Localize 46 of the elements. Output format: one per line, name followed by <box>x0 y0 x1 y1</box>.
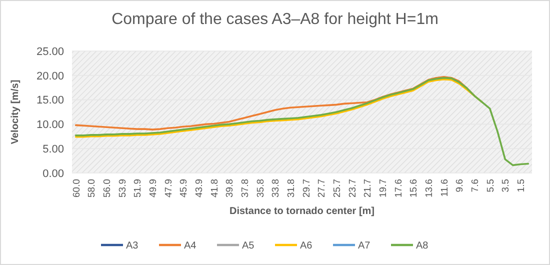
chart-title: Compare of the cases A3–A8 for height H=1m <box>112 11 438 28</box>
legend-label: A8 <box>416 240 429 252</box>
x-tick-label: 41.8 <box>209 179 220 198</box>
line-series <box>74 76 530 166</box>
x-tick-label: 23.7 <box>347 179 358 198</box>
x-tick-label: 37.8 <box>240 179 251 198</box>
x-tick-label: 15.6 <box>408 179 420 198</box>
x-tick-label: 43.9 <box>194 179 205 198</box>
x-tick-label: 58.0 <box>86 179 98 198</box>
x-tick-label: 35.8 <box>255 179 266 198</box>
x-tick-label: 11.6 <box>439 179 450 197</box>
y-tick-label: 25.00 <box>36 46 64 58</box>
y-tick-label: 15.00 <box>36 94 64 107</box>
legend-label: A6 <box>300 240 313 252</box>
y-tick-label: 0.00 <box>42 168 64 180</box>
x-tick-label: 56.0 <box>102 179 113 198</box>
x-tick-label: 17.6 <box>393 179 404 198</box>
legend-label: A7 <box>358 240 371 252</box>
y-axis-title: Velocity [m/s] <box>10 80 21 144</box>
y-tick-label: 20.00 <box>36 70 64 82</box>
x-tick-label: 60.0 <box>71 179 82 198</box>
x-tick-label: 49.9 <box>148 179 159 198</box>
x-tick-label: 25.7 <box>332 179 343 198</box>
x-tick-label: 19.7 <box>378 179 389 198</box>
x-tick-label: 9.6 <box>454 179 466 192</box>
x-tick-label: 29.7 <box>301 179 312 198</box>
x-tick-label: 33.8 <box>270 179 282 198</box>
x-tick-label: 45.9 <box>178 179 190 198</box>
legend-label: A3 <box>126 240 139 252</box>
legend-label: A4 <box>184 240 197 252</box>
x-tick-label: 39.8 <box>224 179 236 198</box>
x-tick-label: 27.7 <box>316 179 328 198</box>
y-tick-label: 10.00 <box>36 119 64 132</box>
x-tick-label: 5.5 <box>485 179 496 192</box>
x-tick-label: 51.9 <box>132 179 144 198</box>
y-tick-label: 5.00 <box>42 143 64 156</box>
x-tick-label: 3.5 <box>500 179 512 192</box>
x-tick-label: 53.9 <box>117 179 128 198</box>
x-tick-label: 21.7 <box>362 179 374 198</box>
x-tick-label: 31.8 <box>286 179 297 198</box>
legend-label: A5 <box>242 240 255 252</box>
x-tick-label: 7.6 <box>470 179 481 192</box>
x-tick-label: 47.9 <box>163 179 174 198</box>
x-tick-label: 13.6 <box>424 179 435 198</box>
x-tick-label: 1.5 <box>516 179 527 192</box>
x-axis-title: Distance to tornado center [m] <box>229 206 375 217</box>
